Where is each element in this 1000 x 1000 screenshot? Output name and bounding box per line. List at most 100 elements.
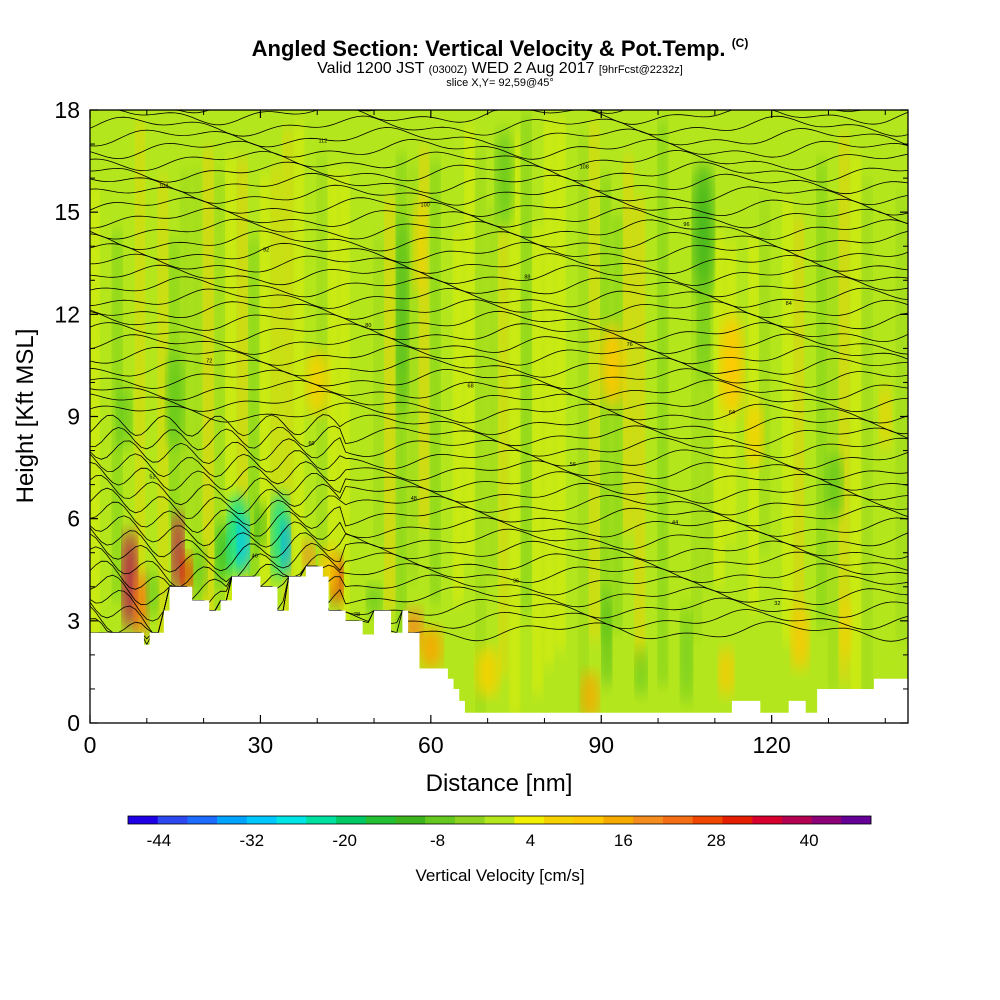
colorbar: -44 -32 -20 -8 4 16 28 40 (127, 815, 872, 850)
velocity-stripe (146, 201, 156, 691)
colorbar-swatch (603, 816, 634, 824)
velocity-stripe (521, 112, 531, 614)
velocity-stripe (430, 159, 440, 604)
velocity-stripe (680, 161, 690, 613)
theta-contour (90, 494, 908, 534)
theta-contour (90, 310, 908, 332)
velocity-core (496, 127, 514, 230)
colorbar-tick-label: -8 (430, 831, 445, 850)
theta-contour-label: 92 (263, 247, 269, 253)
colorbar-swatch (454, 816, 485, 824)
velocity-stripe (623, 156, 634, 533)
velocity-core (825, 450, 843, 519)
theta-contour-label: 52 (149, 475, 155, 481)
x-tick-label: 60 (418, 732, 444, 758)
colorbar-swatch (752, 816, 783, 824)
velocity-stripe (339, 169, 350, 670)
theta-contour (90, 322, 908, 344)
slice-label: slice X,Y= 92,59@45° (446, 77, 554, 89)
chart-title: Angled Section: Vertical Velocity & Pot.… (0, 36, 1000, 62)
theta-contour (90, 345, 908, 366)
colorbar-tick-label: -32 (240, 831, 265, 850)
theta-contour (90, 172, 908, 195)
velocity-stripe (271, 164, 281, 568)
velocity-core (305, 348, 329, 417)
colorbar-swatch (425, 816, 456, 824)
theta-contour-label: 68 (468, 383, 474, 389)
x-tick-label: 120 (752, 732, 790, 758)
velocity-stripe (249, 236, 259, 675)
theta-contour (90, 517, 908, 559)
theta-contour (90, 241, 908, 263)
colorbar-tick-label: 28 (707, 831, 726, 850)
theta-contour (90, 264, 908, 286)
velocity-stripe (294, 122, 304, 714)
velocity-stripe (476, 146, 486, 719)
velocity-core (680, 603, 693, 706)
velocity-stripe (567, 150, 577, 562)
theta-contour-label: 116 (739, 106, 748, 112)
valid-utc: (0300Z) (428, 64, 468, 76)
colorbar-swatch (246, 816, 277, 824)
theta-contour (90, 540, 908, 587)
colorbar-tick-label: 4 (526, 831, 535, 850)
colorbar-swatch (781, 816, 812, 824)
velocity-core (303, 539, 315, 574)
theta-contour-label: 112 (319, 138, 328, 144)
theta-contour (90, 482, 908, 520)
theta-contour (90, 356, 908, 378)
velocity-core (719, 646, 734, 698)
theta-contour-label: 100 (421, 203, 430, 209)
y-tick-label: 12 (54, 301, 80, 327)
velocity-core (281, 518, 291, 574)
x-tick-label: 30 (248, 732, 274, 758)
velocity-stripe (851, 152, 861, 719)
velocity-stripe (135, 120, 145, 622)
theta-contour (90, 138, 908, 160)
theta-contour-label: 88 (524, 274, 530, 280)
y-tick-label: 3 (67, 608, 80, 634)
velocity-stripe (453, 228, 463, 603)
colorbar-swatch (544, 816, 575, 824)
velocity-stripe (760, 196, 770, 554)
velocity-stripe (385, 197, 395, 610)
colorbar-swatch (692, 816, 723, 824)
velocity-stripe (828, 199, 838, 692)
velocity-stripe (408, 163, 418, 583)
theta-contour-label: 64 (729, 410, 735, 416)
theta-contour (90, 184, 908, 206)
colorbar-swatch (841, 816, 872, 824)
chart-title-unit: (C) (731, 36, 749, 50)
colorbar-tick-label: -44 (147, 831, 172, 850)
velocity-stripe (783, 198, 793, 644)
velocity-stripe (260, 174, 270, 675)
colorbar-tick-label: -20 (332, 831, 357, 850)
theta-contour (90, 276, 908, 298)
velocity-stripe (510, 132, 520, 716)
velocity-core (180, 552, 193, 594)
valid-date: WED 2 Aug 2017 (471, 60, 595, 77)
theta-contour (90, 110, 908, 126)
y-axis-label: Height [Kft MSL] (12, 329, 39, 504)
velocity-stripe (328, 169, 338, 552)
theta-contour (90, 505, 908, 547)
velocity-stripe (226, 155, 236, 692)
colorbar-swatch (187, 816, 218, 824)
theta-contour (90, 425, 908, 451)
theta-contour (90, 149, 908, 172)
velocity-stripe (533, 224, 543, 694)
velocity-core (791, 603, 809, 672)
velocity-core (697, 280, 710, 383)
theta-contour-label: 104 (159, 184, 168, 190)
velocity-stripe (817, 160, 827, 628)
valid-time: Valid 1200 JST (317, 60, 425, 77)
velocity-core (116, 382, 132, 451)
velocity-stripe (658, 119, 668, 685)
theta-contour (90, 299, 908, 320)
velocity-stripe (794, 216, 804, 621)
velocity-stripe (555, 118, 565, 651)
colorbar-swatch (336, 816, 367, 824)
theta-contour-label: 72 (206, 358, 212, 364)
velocity-core (476, 646, 499, 698)
